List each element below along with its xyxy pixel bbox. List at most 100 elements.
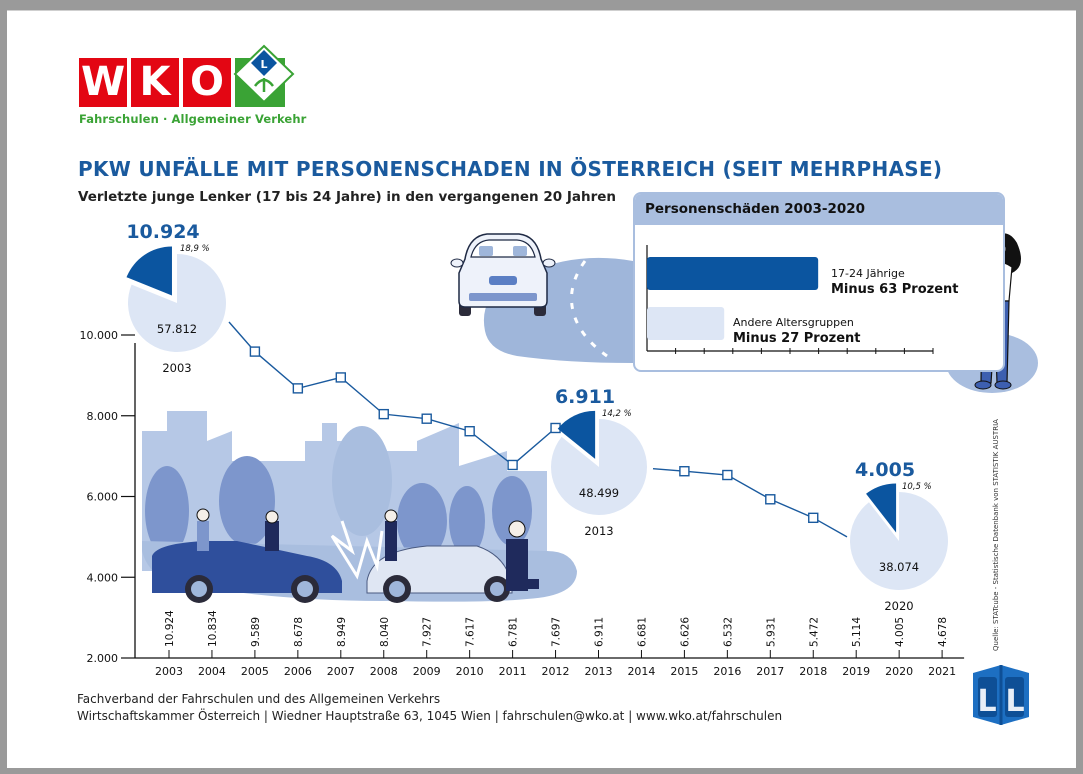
logo-tagline: Fahrschulen · Allgemeiner Verkehr [79,112,307,126]
ll-letter-1: L [977,684,996,719]
bar-other-category: Andere Altersgruppen [733,316,854,329]
data-point-marker [507,459,518,471]
x-tick-label: 2011 [499,665,527,678]
x-tick-label: 2019 [842,665,870,678]
value-label: 5.931 [765,617,777,647]
pie-slice-other [128,254,227,352]
data-point-marker [292,383,304,394]
pie-rest-value: 38.074 [879,560,919,574]
data-point-marker [765,494,776,505]
footer: Fachverband der Fahrschulen und des Allg… [77,691,782,725]
car-front-icon [450,233,556,316]
line-series [228,321,848,538]
logo-green-block: L [233,44,295,107]
logo-letter-k: K [131,58,179,107]
x-tick-label: 2005 [241,665,269,678]
car-road-illustration [450,233,633,363]
comparison-bar-chart: 17-24 Jährige Minus 63 Prozent Andere Al… [646,245,959,354]
value-label: 8.949 [336,617,348,647]
value-label: 6.532 [722,617,734,647]
main-title: PKW UNFÄLLE MIT PERSONENSCHADEN IN ÖSTER… [78,157,943,181]
badge-letter: L [260,58,267,71]
crash-scene-illustration [142,411,577,603]
pie-highlight-value: 4.005 [855,459,915,481]
ll-letter-2: L [1005,684,1024,719]
x-tick-label: 2008 [370,665,398,678]
x-tick-label: 2013 [585,665,613,678]
x-tick-label: 2012 [542,665,570,678]
y-tick-label: 6.000 [87,491,119,504]
data-point-marker [335,372,346,383]
x-tick-label: 2020 [885,665,913,678]
pie-highlight-percent: 18,9 % [180,244,210,254]
bar-17-24 [647,257,819,290]
comparison-panel: Personenschäden 2003-2020 17-24 Jährige … [633,192,1005,372]
source-note: Quelle: STATcube - Statistische Datenban… [992,419,1000,651]
pie-slice-other [849,492,948,590]
value-label: 4.005 [894,617,906,647]
pie-slice-young-drivers [557,410,596,459]
value-label: 4.678 [937,617,949,647]
footer-organization: Fachverband der Fahrschulen und des Allg… [77,692,441,706]
value-label: 5.114 [851,617,863,647]
value-label: 6.681 [636,617,648,647]
pie-rest-value: 48.499 [579,486,619,500]
data-point-marker [249,346,261,357]
value-label: 6.626 [679,617,691,647]
x-tick-label: 2003 [155,665,183,678]
pie-highlight-percent: 14,2 % [602,409,632,419]
data-point-marker [808,512,819,524]
x-tick-label: 2009 [413,665,441,678]
value-label: 6.781 [508,617,520,647]
value-label: 10.924 [164,610,176,647]
pie-year-label: 2020 [884,599,913,613]
value-label: 8.040 [379,617,391,647]
y-tick-label: 10.000 [80,329,119,342]
panel-ticks [675,348,934,354]
data-point-marker [679,466,690,477]
x-tick-label: 2007 [327,665,355,678]
value-label: 5.472 [808,617,820,647]
pie-slice-young-drivers [126,246,172,296]
wko-logo: W K O L Fahrschulen · Allgemeiner Verkeh… [79,44,306,138]
x-tick-label: 2006 [284,665,312,678]
bar-other-ages [647,307,725,340]
bar-17-24-category: 17-24 Jährige [831,267,905,280]
x-tick-label: 2004 [198,665,226,678]
value-label: 7.927 [422,617,434,647]
logo-letter-o: O [183,58,231,107]
pie-highlight-value: 6.911 [555,386,615,408]
pie-highlight-percent: 10,5 % [902,482,932,492]
pie-rest-value: 57.812 [157,322,197,336]
data-point-marker [464,426,475,437]
value-label: 10.834 [207,610,219,647]
value-label: 6.911 [594,617,606,647]
value-label: 7.617 [465,617,477,647]
infographic-page: W K O L Fahrschulen · Allgemeiner Verkeh… [7,10,1076,768]
bar-17-24-label: Minus 63 Prozent [831,282,959,297]
y-tick-label: 8.000 [87,410,119,423]
data-point-marker [421,413,432,424]
subtitle: Verletzte junge Lenker (17 bis 24 Jahre)… [78,189,617,205]
x-tick-label: 2018 [799,665,827,678]
line-chart: 2.000 4.000 6.000 8.000 10.000 2003 10.924 2004… [80,205,1038,678]
data-point-marker [378,408,389,420]
x-tick-label: 2014 [627,665,655,678]
value-label: 9.589 [250,617,262,647]
y-tick-label: 2.000 [87,652,119,665]
value-label: 8.678 [293,617,305,647]
pie-highlight-value: 10.924 [126,221,199,243]
x-tick-label: 2016 [713,665,741,678]
pie-slice-other [551,419,647,515]
panel-title: Personenschäden 2003-2020 [635,194,1003,225]
y-tick-label: 4.000 [87,571,119,584]
footer-contact: Wirtschaftskammer Österreich | Wiedner H… [77,709,783,723]
data-point-marker [722,469,733,481]
pie-year-label: 2003 [162,361,191,375]
ll-cube-logo: L L [973,665,1029,725]
driving-school-badge-icon: L [233,44,295,104]
x-tick-label: 2021 [928,665,956,678]
chart-axes: 2.000 4.000 6.000 8.000 10.000 2003 10.924 2004… [80,329,965,678]
value-label: 7.697 [551,617,563,647]
